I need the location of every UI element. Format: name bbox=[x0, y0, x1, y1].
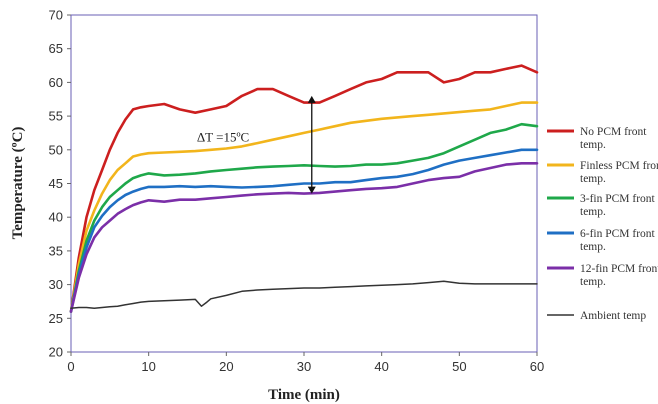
y-tick-label: 65 bbox=[49, 41, 63, 56]
delta-t-label: ΔT =15ºC bbox=[197, 130, 249, 145]
y-tick-label: 55 bbox=[49, 109, 63, 124]
y-tick-label: 20 bbox=[49, 345, 63, 360]
y-tick-label: 70 bbox=[49, 8, 63, 23]
series-lines bbox=[69, 64, 539, 313]
series-line-5 bbox=[69, 162, 539, 313]
x-tick-label: 60 bbox=[530, 359, 544, 374]
x-tick-label: 0 bbox=[67, 359, 74, 374]
y-tick-label: 35 bbox=[49, 243, 63, 258]
x-axis-ticks: 0 10 20 30 40 50 60 bbox=[67, 352, 544, 374]
y-axis-title: Temperature (ºC) bbox=[10, 127, 26, 240]
y-tick-label: 30 bbox=[49, 277, 63, 292]
delta-t-annotation: ΔT =15ºC bbox=[197, 95, 316, 194]
x-tick-label: 10 bbox=[141, 359, 155, 374]
y-tick-label: 25 bbox=[49, 311, 63, 326]
delta-arrow-head-top bbox=[307, 95, 316, 103]
series-line-6 bbox=[70, 280, 538, 309]
y-tick-label: 45 bbox=[49, 176, 63, 191]
legend-label-3: 3-fin PCM front temp. bbox=[580, 193, 656, 218]
y-axis-ticks: 20 25 30 35 40 45 50 55 60 65 70 bbox=[49, 8, 71, 360]
legend-label-5: 12-fin PCM front temp. bbox=[580, 263, 658, 288]
x-tick-label: 40 bbox=[374, 359, 388, 374]
x-axis-title: Time (min) bbox=[268, 387, 340, 403]
series-line-2 bbox=[69, 101, 539, 313]
series-line-1 bbox=[69, 64, 539, 313]
series-line-3 bbox=[69, 122, 539, 313]
x-tick-label: 30 bbox=[297, 359, 311, 374]
legend-label-2: Finless PCM front temp. bbox=[580, 160, 658, 185]
legend-label-6: Ambient temp bbox=[580, 310, 646, 322]
legend-label-1: No PCM front temp. bbox=[580, 126, 647, 151]
series-line-4 bbox=[69, 148, 539, 313]
y-tick-label: 40 bbox=[49, 210, 63, 225]
y-tick-label: 60 bbox=[49, 75, 63, 90]
x-tick-label: 20 bbox=[219, 359, 233, 374]
y-tick-label: 50 bbox=[49, 142, 63, 157]
legend: No PCM front temp. Finless PCM front temp. 3… bbox=[547, 126, 658, 322]
x-tick-label: 50 bbox=[452, 359, 466, 374]
legend-label-4: 6-fin PCM front temp. bbox=[580, 228, 656, 253]
delta-arrow-head-bottom bbox=[307, 186, 316, 194]
